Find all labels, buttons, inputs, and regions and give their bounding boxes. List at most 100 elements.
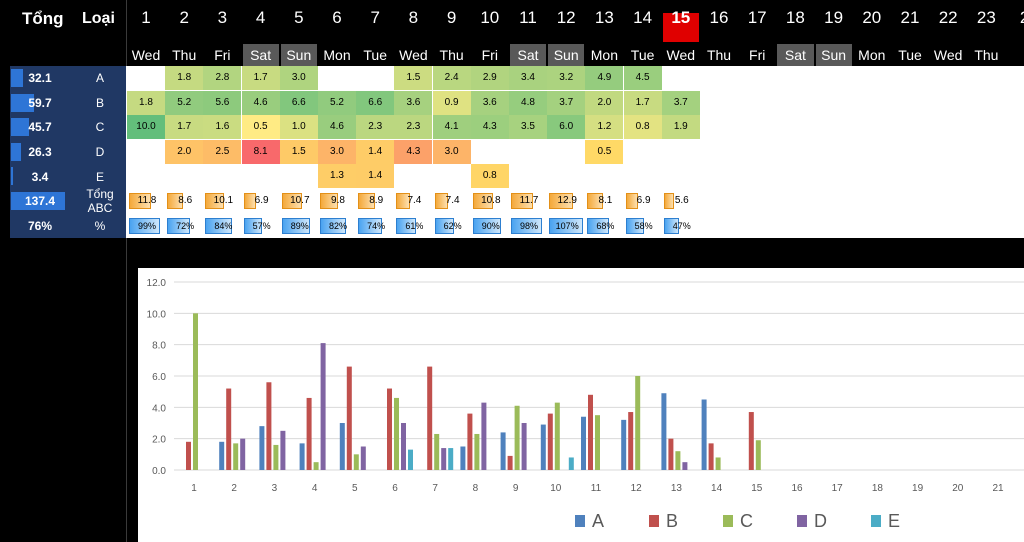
- bar-a: [621, 419, 627, 470]
- heat-cell: 0.5: [241, 115, 280, 140]
- sum-bar: [472, 193, 493, 209]
- day-name: Wed: [666, 47, 696, 63]
- pct-value: 107%: [555, 220, 579, 231]
- pct-value: 84%: [214, 220, 233, 231]
- day-name: Thu: [974, 47, 999, 63]
- bar-b: [427, 366, 433, 470]
- day-number: 16: [709, 8, 729, 27]
- heat-cell: 0.8: [470, 164, 509, 189]
- legend-swatch-b: [649, 515, 659, 527]
- heat-cell: 4.8: [509, 90, 547, 115]
- chart-area: 0.0 2.0 4.0 6.0 8.0 10.0 12.0 1 2 3 4 5 6 7 8 9 10 11 12 13…: [138, 268, 1024, 542]
- heat-cell: 3.5: [509, 115, 547, 140]
- day-number: 19: [824, 8, 844, 27]
- heat-cell: 6.6: [279, 90, 318, 115]
- bar-a: [661, 393, 667, 470]
- heat-cell: 2.4: [432, 66, 471, 90]
- heat-cell: 1.4: [356, 164, 395, 189]
- total-bar: [11, 118, 29, 137]
- sum-bar: [434, 193, 449, 209]
- sum-cell: 11.8: [127, 189, 165, 213]
- bar-b: [186, 441, 191, 470]
- sum-value: 12.9: [557, 195, 577, 206]
- day-name: Tue: [363, 47, 387, 63]
- bar-d: [441, 448, 447, 470]
- pct-bar: [663, 217, 679, 234]
- bar-b: [628, 412, 634, 470]
- sum-bar: [205, 193, 225, 209]
- y-tick-label: 2.0: [152, 435, 166, 446]
- day-number: 13: [594, 8, 614, 27]
- day-number: 11: [519, 8, 537, 27]
- pct-bar: [358, 217, 382, 234]
- category-label: E: [95, 169, 104, 184]
- day-name: Wed: [933, 47, 963, 63]
- heat-cell: 1.0: [279, 115, 318, 140]
- x-tick-label: 1: [191, 483, 197, 494]
- bar-d: [280, 430, 286, 470]
- x-tick-label: 16: [791, 483, 803, 494]
- total-bar: [11, 142, 22, 161]
- pct-bar: [205, 217, 233, 234]
- heat-cell: 6.0: [547, 115, 586, 140]
- legend-swatch-e: [871, 515, 881, 527]
- bar-c: [755, 440, 761, 470]
- heat-cell: 2.3: [356, 115, 395, 140]
- pct-cell: 58%: [624, 214, 662, 238]
- day-name: Sun: [553, 47, 579, 63]
- pct-cell: 98%: [509, 214, 547, 238]
- total-bar: [11, 93, 35, 112]
- total-bar: [11, 167, 13, 186]
- bar-c: [434, 433, 440, 470]
- heat-cell: 2.5: [203, 139, 242, 164]
- bar-c: [273, 444, 279, 470]
- day-name: Wed: [399, 47, 428, 63]
- total-value: 26.3: [28, 145, 52, 160]
- bar-c: [193, 313, 198, 470]
- day-name: Sun: [286, 47, 312, 63]
- bar-e: [408, 449, 413, 470]
- sum-bar: [511, 193, 533, 209]
- pct-value: 74%: [367, 220, 386, 231]
- pct-bar: [167, 217, 190, 234]
- day-name: Thu: [439, 47, 464, 63]
- y-tick-label: 10.0: [147, 309, 167, 320]
- x-tick-label: 8: [473, 483, 479, 494]
- bar-d: [481, 402, 487, 470]
- legend-swatch-c: [723, 515, 733, 527]
- x-tick-label: 14: [711, 483, 723, 494]
- heat-cell: 3.2: [547, 66, 586, 90]
- pct-cell: 90%: [471, 214, 509, 238]
- heat-cell: 5.6: [203, 90, 242, 115]
- pct-bar: [320, 217, 347, 234]
- day-name: Wed: [131, 47, 161, 63]
- weekend-highlight: [548, 44, 585, 66]
- x-tick-label: 11: [591, 483, 602, 494]
- sum-value: 8.6: [178, 195, 193, 206]
- sum-value: 8.1: [598, 195, 613, 206]
- bar-b: [507, 455, 513, 470]
- day-number: 10: [480, 8, 500, 27]
- sum-bar: [625, 193, 639, 209]
- y-tick-label: 4.0: [152, 403, 166, 414]
- heat-cell: 5.2: [165, 90, 204, 115]
- bar-c: [514, 405, 520, 470]
- x-tick-label: 6: [392, 483, 398, 494]
- pct-value: 57%: [252, 220, 271, 231]
- sum-cell: 7.4: [433, 189, 471, 213]
- bar-c: [595, 415, 600, 470]
- pct-cell: 74%: [356, 214, 394, 238]
- category-label: D: [95, 145, 105, 160]
- day-number: 9: [446, 8, 457, 27]
- heat-cell: 4.1: [432, 115, 471, 140]
- heat-cell: 4.6: [241, 90, 280, 115]
- legend-swatch-d: [797, 515, 807, 527]
- pct-cell: 82%: [318, 214, 356, 238]
- y-tick-label: 12.0: [147, 278, 167, 289]
- sum-bar: [129, 193, 151, 209]
- pct-bar: [243, 217, 262, 234]
- bar-b: [547, 413, 553, 470]
- y-tick-label: 0.0: [152, 466, 166, 477]
- day-number: 1: [141, 8, 151, 27]
